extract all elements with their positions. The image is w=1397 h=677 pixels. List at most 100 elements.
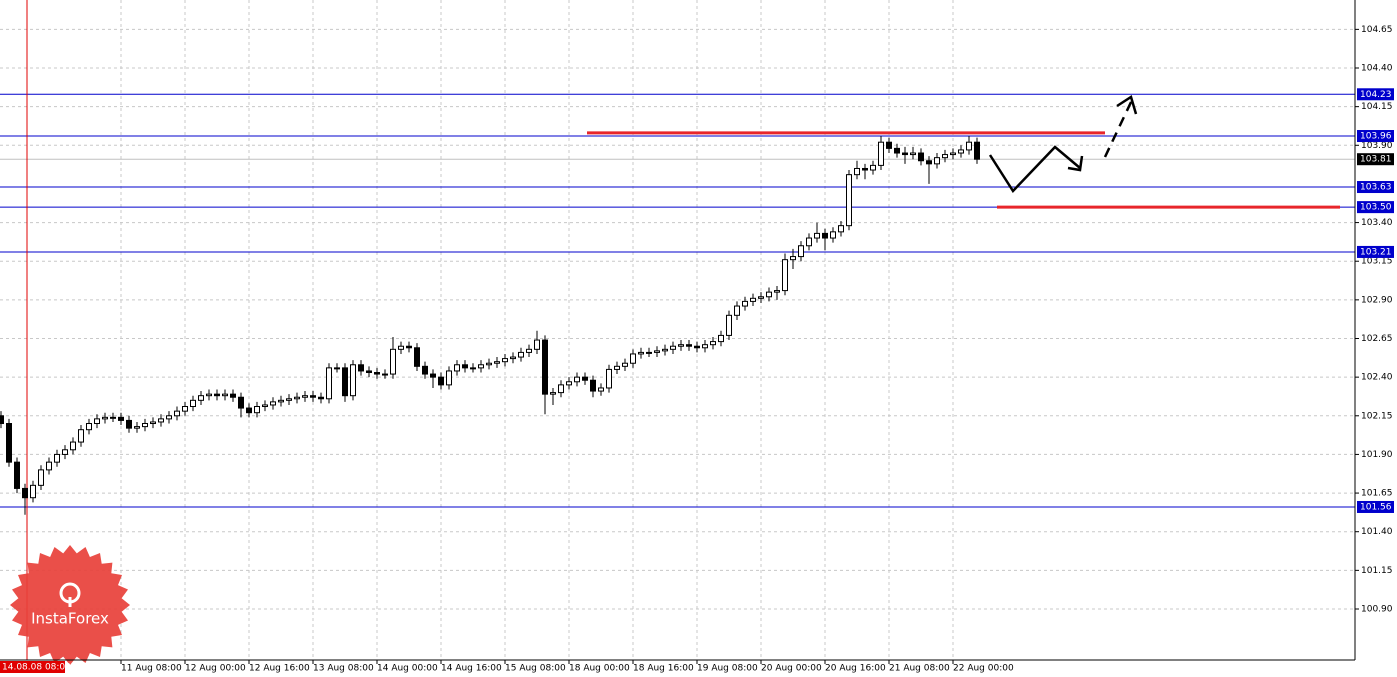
y-tick-label: 100.90 [1361,604,1393,614]
candle-body [662,348,668,352]
candle-body [750,297,756,302]
candle-body [142,423,148,428]
y-tick-label: 102.65 [1361,334,1393,344]
candle-body [838,225,844,233]
candle-body [878,141,884,166]
candle-body [918,152,924,162]
candle-body [166,415,172,420]
candle-body [238,396,244,409]
x-tick-label: 15 Aug 08:00 [505,664,566,674]
x-tick-label: 18 Aug 16:00 [633,664,694,674]
candle-body [766,291,772,298]
candle-body [462,364,468,369]
candle-body [326,367,332,400]
candle-body [70,441,76,451]
level-label: 103.63 [1360,183,1392,193]
level-label-box [1357,245,1394,258]
logo: InstaForex [10,545,130,665]
candle-body [718,334,724,343]
candle-body [94,418,100,425]
candle-body [102,416,108,420]
level-label-box [1357,181,1394,194]
candle-body [198,395,204,401]
x-tick-label: 22 Aug 00:00 [953,664,1014,674]
candle-body [782,259,788,292]
candle-body [566,381,572,386]
candle-body [934,157,940,165]
candle-body [206,393,212,397]
candle-body [150,421,156,425]
candle-body [670,345,676,350]
level-label-box [1357,88,1394,101]
levels [0,0,1355,660]
candle-body [630,353,636,364]
candle-body [254,406,260,414]
candle-body [862,167,868,171]
candle-body [486,362,492,366]
candle-body [774,290,780,293]
candle-body [758,296,764,299]
candle-body [678,344,684,347]
candle-body [854,167,860,176]
candle-body [406,345,412,349]
candle-body [606,368,612,389]
candle-body [158,418,164,423]
candle-body [574,376,580,383]
forecast-path [988,145,1081,194]
candle-body [110,416,116,419]
candle-body [702,344,708,349]
current-price-box [1357,153,1394,166]
candle-body [526,348,532,353]
y-tick-label: 101.90 [1361,450,1393,460]
candle-body [422,365,428,375]
candle-body [86,423,92,431]
candle-body [614,365,620,370]
logo-text: InstaForex [31,610,109,628]
candle-body [686,344,692,347]
candle-body [822,232,828,239]
candle-body [494,361,500,364]
y-tick-label: 102.15 [1361,411,1393,421]
candle-body [790,256,796,261]
level-label: 103.50 [1360,203,1392,213]
current-price-label: 103.81 [1360,155,1392,165]
candle-body [214,393,220,397]
candle-body [542,339,548,395]
level-label: 101.56 [1360,502,1392,512]
candle-body [558,384,564,394]
marker-label-box [0,661,65,673]
y-tick-label: 101.65 [1361,489,1393,499]
y-tick-label: 103.40 [1361,218,1393,228]
candle-body [134,426,140,429]
candle-body [350,364,356,397]
candle-body [230,393,236,398]
forecast-dashed [1103,99,1134,158]
candle-body [126,419,132,429]
candle-body [414,347,420,367]
x-tick-label: 20 Aug 00:00 [761,664,822,674]
level-label-box [1357,500,1394,513]
x-tick-label: 21 Aug 08:00 [889,664,950,674]
candle-body [30,484,36,499]
candle-body [894,147,900,154]
candle-body [654,350,660,353]
level-label-box [1357,201,1394,214]
level-label: 104.23 [1360,90,1392,100]
arrow-head [1067,155,1084,172]
level-label: 103.21 [1360,247,1392,257]
y-tick-label: 104.65 [1361,25,1393,35]
candle-body [334,367,340,370]
candle-body [46,461,52,471]
candle-body [262,404,268,408]
candle-body [270,401,276,406]
candle-body [502,358,508,363]
grid [0,0,1355,660]
y-tick-label: 102.40 [1361,373,1393,383]
candle-body [118,416,124,421]
candle-body [54,453,60,463]
candle-body [846,174,852,227]
candle-body [14,461,20,489]
x-tick-label: 20 Aug 16:00 [825,664,886,674]
